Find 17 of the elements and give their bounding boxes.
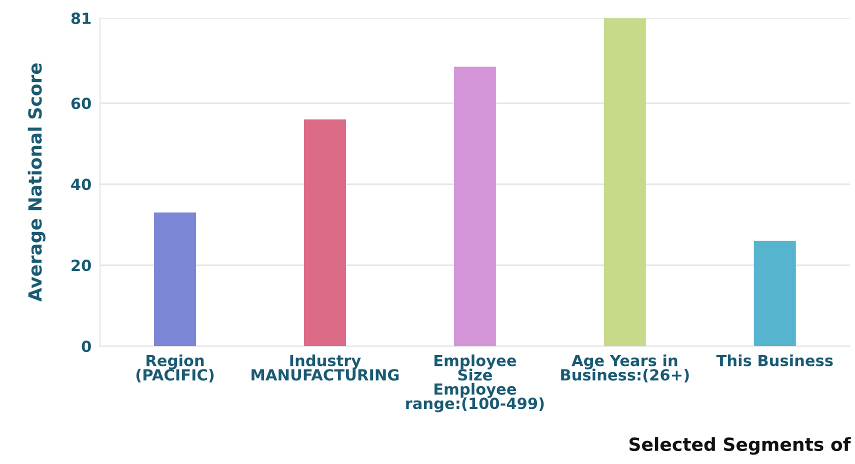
y-tick-label: 40 bbox=[71, 178, 91, 190]
bar bbox=[304, 119, 346, 346]
y-tick-label: 20 bbox=[72, 260, 91, 272]
y-tick-label: 0 bbox=[82, 340, 91, 352]
bar bbox=[454, 66, 496, 346]
bar bbox=[604, 18, 646, 346]
x-tick-label: Region (PACIFIC) bbox=[136, 354, 214, 382]
y-axis-title: Average National Score bbox=[28, 63, 46, 302]
x-tick-label: Employee Size Employee range:(100-499) bbox=[406, 354, 544, 412]
x-tick-label: Age Years in Business:(26+) bbox=[561, 354, 689, 382]
x-tick-label: This Business bbox=[716, 354, 833, 366]
x-tick-label: Industry MANUFACTURING bbox=[252, 354, 399, 381]
y-tick-label: 81 bbox=[71, 12, 91, 24]
bar bbox=[154, 212, 196, 346]
bar bbox=[754, 240, 796, 346]
y-tick-label: 60 bbox=[71, 98, 91, 110]
x-axis-title: Selected Segments of bbox=[630, 437, 851, 455]
